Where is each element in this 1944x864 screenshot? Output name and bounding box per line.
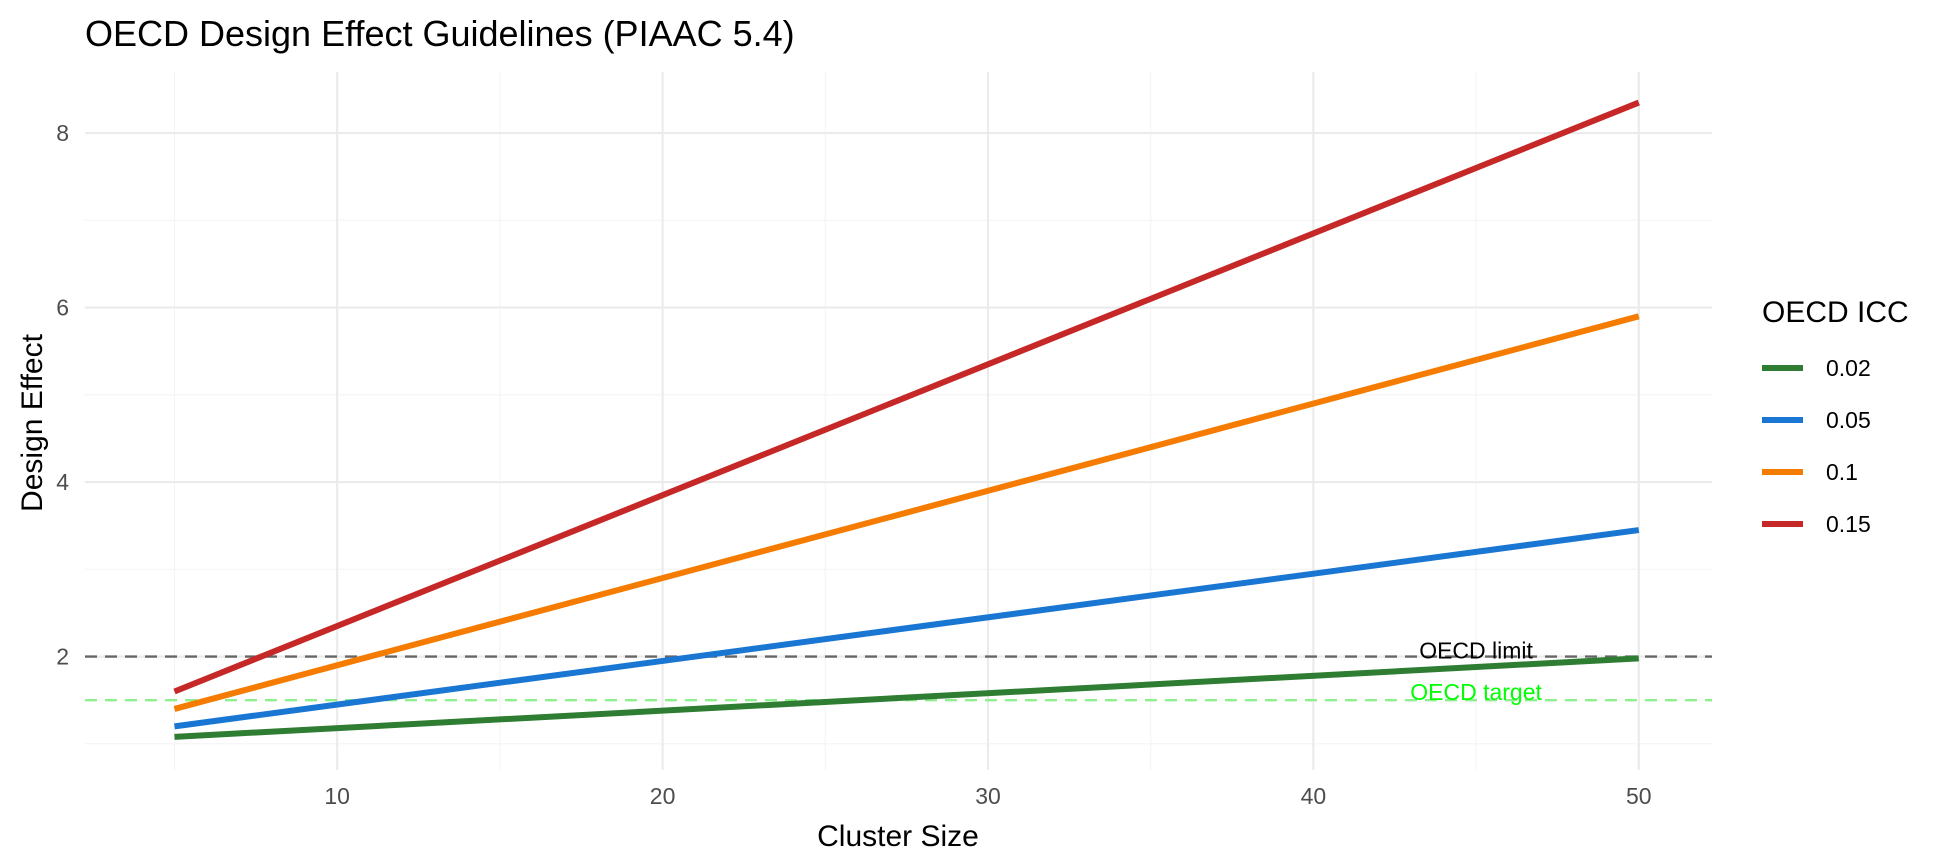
reference-line-label: OECD limit <box>1419 638 1533 664</box>
legend-label: 0.1 <box>1826 459 1858 485</box>
y-tick-label: 4 <box>56 469 69 495</box>
y-tick-label: 6 <box>56 295 69 321</box>
series-line <box>173 99 1640 695</box>
y-tick-label: 8 <box>56 120 69 146</box>
legend-label: 0.05 <box>1826 407 1871 433</box>
y-tick-label: 2 <box>56 644 69 670</box>
series-lines <box>173 99 1640 740</box>
tick-labels: 10 20 30 40 50 2 4 6 8 <box>56 120 1651 809</box>
legend-label: 0.02 <box>1826 355 1871 381</box>
x-tick-label: 10 <box>324 783 350 809</box>
x-tick-label: 30 <box>975 783 1001 809</box>
legend: OECD ICC 0.02 0.05 0.1 0.15 <box>1762 296 1909 537</box>
series-line <box>174 655 1639 740</box>
x-tick-label: 40 <box>1301 783 1327 809</box>
x-axis-title: Cluster Size <box>817 820 979 853</box>
chart-title: OECD Design Effect Guidelines (PIAAC 5.4… <box>85 13 795 54</box>
series-line <box>174 527 1640 730</box>
reference-line-label: OECD target <box>1410 679 1542 705</box>
grid <box>85 72 1712 770</box>
legend-label: 0.15 <box>1826 511 1871 537</box>
x-tick-label: 50 <box>1626 783 1652 809</box>
legend-title: OECD ICC <box>1762 296 1909 329</box>
series-line <box>173 313 1640 712</box>
y-axis-title: Design Effect <box>16 333 49 512</box>
annotations: OECD limit OECD target <box>1410 638 1542 706</box>
x-tick-label: 20 <box>650 783 676 809</box>
